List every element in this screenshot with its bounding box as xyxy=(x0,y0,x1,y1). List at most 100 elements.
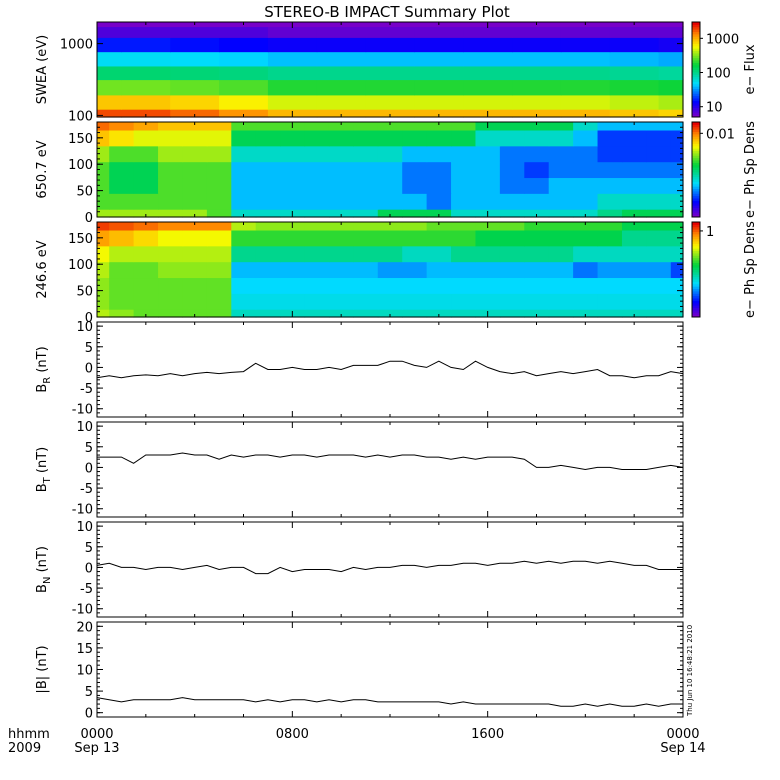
panel-bt: -10 -5 0 5 10 BT (nT) xyxy=(35,420,684,518)
heatmap-cell xyxy=(658,79,684,96)
heatmap-cell xyxy=(451,277,477,294)
heatmap-cell xyxy=(97,94,123,110)
colorbar-swatch xyxy=(692,271,700,275)
colorbar-swatch xyxy=(692,309,700,313)
colorbar-swatch xyxy=(692,31,700,35)
heatmap-cell xyxy=(621,222,647,231)
heatmap-cell xyxy=(328,122,354,131)
heatmap-cell xyxy=(597,309,623,318)
heatmap-cell xyxy=(451,161,477,179)
colorbar-swatch xyxy=(692,198,700,201)
colorbar-swatch xyxy=(692,264,700,268)
heatmap-cell xyxy=(219,94,269,110)
colorbar-swatch xyxy=(692,64,700,68)
heatmap-cell xyxy=(524,277,550,294)
heatmap-cell xyxy=(451,293,477,310)
heatmap-cell xyxy=(97,26,123,38)
colorbar-swatch xyxy=(692,136,700,140)
panel-br: -10 -5 0 5 10 BR (nT) xyxy=(35,320,684,418)
heatmap-cell xyxy=(280,129,306,147)
heatmap-cell xyxy=(304,277,330,294)
heatmap-cell xyxy=(109,145,135,163)
heatmap-cell xyxy=(426,293,452,310)
heatmap-cell xyxy=(597,293,623,310)
heatmap-cell xyxy=(109,209,135,218)
colorbar-swatch xyxy=(692,90,700,94)
heatmap-cell xyxy=(280,177,306,194)
colorbar-tick-label: 100 xyxy=(706,67,731,82)
heatmap-cell xyxy=(426,177,452,194)
heatmap-cell xyxy=(109,261,135,279)
heatmap-cell xyxy=(304,245,330,263)
heatmap-cell xyxy=(475,245,501,263)
heatmap-cell xyxy=(231,193,257,210)
heatmap-cell xyxy=(426,145,452,163)
series-line-bt xyxy=(97,452,684,471)
heatmap-cell xyxy=(206,129,232,147)
heatmap-cell xyxy=(451,145,477,163)
y-tick-label: 20 xyxy=(76,620,93,635)
heatmap-cell xyxy=(658,109,684,118)
colorbar-swatch xyxy=(692,233,700,237)
heatmap-cell xyxy=(499,222,525,231)
heatmap-cell xyxy=(573,145,599,163)
heatmap-cell xyxy=(451,193,477,210)
heatmap-cell xyxy=(560,37,611,53)
heatmap-cell xyxy=(512,94,562,110)
colorbar-swatch xyxy=(692,74,700,78)
heatmap-cell xyxy=(353,129,379,147)
colorbar-swatch xyxy=(692,248,700,251)
heatmap-cell xyxy=(182,222,208,231)
heatmap-cell xyxy=(231,229,257,247)
colorbar-swatch xyxy=(692,262,700,266)
colorbar-swatch xyxy=(692,307,700,311)
heatmap-cell xyxy=(280,261,306,279)
heatmap-cell xyxy=(97,222,110,231)
heatmap-cell xyxy=(646,309,672,318)
heatmap-cell xyxy=(451,129,477,147)
heatmap-cell xyxy=(328,293,354,310)
heatmap-cell xyxy=(231,209,257,218)
heatmap-cell xyxy=(524,261,550,279)
x-tick-label: 0000 xyxy=(80,727,113,742)
heatmap-cell xyxy=(97,209,110,218)
heatmap-cell xyxy=(231,129,257,147)
colorbar-swatch xyxy=(692,48,700,51)
colorbar-swatch xyxy=(692,98,700,101)
x-tick-date-label: Sep 14 xyxy=(660,741,705,756)
heatmap-cell xyxy=(548,293,574,310)
heatmap-cell xyxy=(304,177,330,194)
y-tick-label: 50 xyxy=(76,285,93,300)
heatmap-cell xyxy=(499,309,525,318)
colorbar-swatch xyxy=(692,95,700,99)
heatmap-cell xyxy=(451,309,477,318)
heatmap-cell xyxy=(328,309,354,318)
heatmap-cell xyxy=(206,229,232,247)
heatmap-cell xyxy=(548,161,574,179)
heatmap-cell xyxy=(316,65,367,81)
colorbar-label: e− Ph Sp Dens xyxy=(743,221,758,318)
colorbar-swatch xyxy=(692,195,700,199)
heatmap-cell xyxy=(231,261,257,279)
heatmap-cell xyxy=(426,229,452,247)
heatmap-cell xyxy=(328,209,354,218)
heatmap-cell xyxy=(670,222,684,231)
colorbar-swatch xyxy=(692,205,700,208)
y-axis-label: BR (nT) xyxy=(35,346,53,392)
colorbar-label: e− Ph Sp Dens xyxy=(743,121,758,218)
heatmap-cell xyxy=(548,277,574,294)
heatmap-cell xyxy=(646,261,672,279)
colorbar-swatch xyxy=(692,250,700,254)
panel-bn: -10 -5 0 5 10 BN (nT) xyxy=(35,520,684,618)
heatmap-cell xyxy=(597,122,623,131)
heatmap-cell xyxy=(133,161,159,179)
colorbar-swatch xyxy=(692,86,700,89)
heatmap-cell xyxy=(548,209,574,218)
y-tick-label: 0 xyxy=(85,461,93,476)
heatmap-cell xyxy=(97,229,110,247)
y-tick-label: 0 xyxy=(85,707,93,722)
heatmap-cell xyxy=(170,37,220,53)
heatmap-cell xyxy=(463,37,513,53)
y-tick-label: 150 xyxy=(68,232,93,247)
colorbar-swatch xyxy=(692,300,700,304)
